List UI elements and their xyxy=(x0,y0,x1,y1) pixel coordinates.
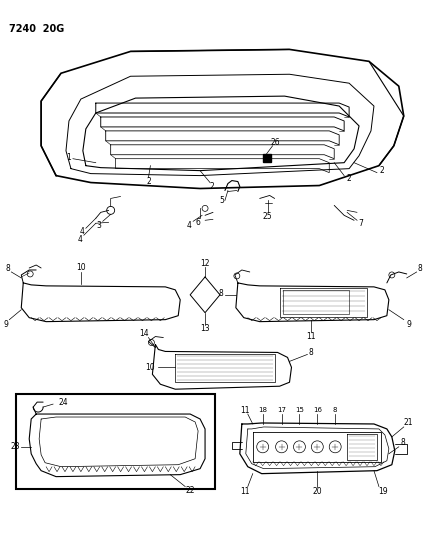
Text: 7: 7 xyxy=(359,219,363,228)
Bar xyxy=(16,394,215,489)
Text: 11: 11 xyxy=(240,406,250,415)
Text: 5: 5 xyxy=(220,196,224,205)
Text: 8: 8 xyxy=(309,348,314,357)
Text: 2: 2 xyxy=(347,174,351,183)
Text: 14: 14 xyxy=(140,329,149,338)
Text: 4: 4 xyxy=(80,227,84,236)
Text: 8: 8 xyxy=(333,407,337,413)
Text: 10: 10 xyxy=(146,363,155,372)
Text: 7240  20G: 7240 20G xyxy=(9,23,65,34)
Text: 25: 25 xyxy=(263,212,273,221)
Text: 13: 13 xyxy=(200,324,210,333)
Text: 4: 4 xyxy=(77,235,82,244)
Text: 8: 8 xyxy=(6,264,11,273)
Text: 16: 16 xyxy=(313,407,322,413)
Text: 11: 11 xyxy=(240,487,250,496)
Text: 2: 2 xyxy=(146,177,151,186)
Text: 19: 19 xyxy=(378,487,388,496)
Text: 24: 24 xyxy=(58,398,68,407)
Text: 4: 4 xyxy=(187,221,192,230)
Text: 8: 8 xyxy=(219,289,223,298)
Text: 6: 6 xyxy=(196,218,201,227)
Text: 20: 20 xyxy=(312,487,322,496)
Text: 17: 17 xyxy=(277,407,286,413)
Text: 2: 2 xyxy=(380,166,384,175)
Text: 2: 2 xyxy=(210,182,214,191)
Text: 22: 22 xyxy=(185,486,195,495)
Text: 12: 12 xyxy=(200,259,210,268)
Text: 10: 10 xyxy=(76,263,86,272)
Text: 1: 1 xyxy=(67,153,71,162)
Bar xyxy=(263,154,270,161)
Text: 23: 23 xyxy=(10,442,20,451)
Text: 11: 11 xyxy=(306,332,316,341)
Text: 15: 15 xyxy=(295,407,304,413)
Text: 8: 8 xyxy=(400,438,405,447)
Text: 26: 26 xyxy=(271,138,280,147)
Text: 9: 9 xyxy=(406,320,411,329)
Text: 21: 21 xyxy=(404,418,413,427)
Text: 8: 8 xyxy=(417,264,422,273)
Text: 18: 18 xyxy=(258,407,267,413)
Text: 9: 9 xyxy=(4,320,9,329)
Text: 3: 3 xyxy=(96,221,101,230)
